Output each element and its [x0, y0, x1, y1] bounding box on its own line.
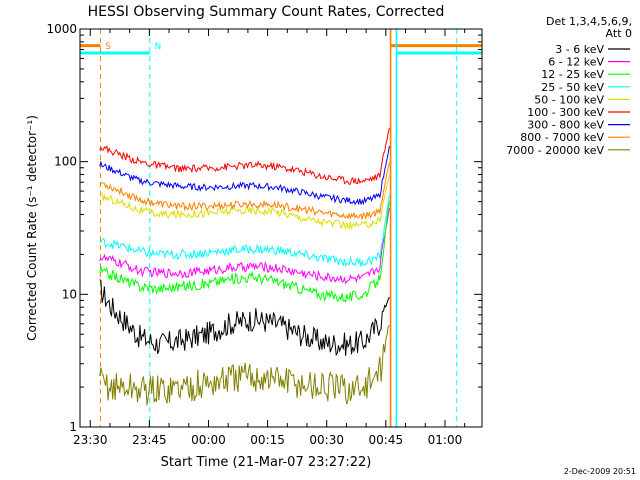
legend-entry-label: 50 - 100 keV [534, 93, 604, 106]
marker-annotation: N [154, 42, 161, 52]
x-tick-label: 00:00 [191, 433, 226, 447]
series-line [99, 325, 390, 406]
x-tick-label: 00:30 [309, 433, 344, 447]
x-axis-label: Start Time (21-Mar-07 23:27:22) [161, 455, 372, 470]
axes: 23:30 23:45 00:00 00:15 00:30 00:45 01:00 1 10 10… [46, 22, 482, 447]
legend-entry-label: 3 - 6 keV [555, 43, 604, 56]
series-line [99, 207, 390, 285]
series-line [99, 279, 390, 357]
y-tick-label: 1 [69, 420, 77, 434]
legend-entry-label: 100 - 300 keV [527, 106, 604, 119]
series-line [99, 145, 390, 206]
chart-title: HESSI Observing Summary Count Rates, Cor… [88, 4, 445, 20]
series-line [99, 194, 390, 267]
x-tick-label: 23:30 [73, 433, 108, 447]
legend-header-attenuator: Att 0 [606, 27, 632, 40]
legend-entry-label: 800 - 7000 keV [520, 131, 604, 144]
x-tick-label: 00:15 [250, 433, 285, 447]
series-line [99, 175, 390, 231]
y-tick-label: 1000 [46, 22, 77, 36]
legend-entry-label: 7000 - 20000 keV [506, 144, 604, 157]
plot-frame [79, 28, 483, 428]
marker-annotation: S [105, 42, 111, 52]
y-axis-label: Corrected Count Rate (s⁻¹ detector⁻¹) [25, 115, 39, 341]
y-tick-label: 10 [62, 287, 77, 301]
series-line [99, 162, 390, 220]
x-tick-label: 00:45 [369, 433, 404, 447]
series-line [99, 127, 390, 185]
x-tick-label: 01:00 [428, 433, 463, 447]
legend-entry-label: 300 - 800 keV [527, 119, 604, 132]
x-tick-label: 23:45 [132, 433, 167, 447]
legend-entry-label: 25 - 50 keV [541, 81, 604, 94]
legend-entry-label: 6 - 12 keV [548, 56, 604, 69]
legend-header-detectors: Det 1,3,4,5,6,9, [546, 15, 632, 28]
y-tick-label: 100 [54, 155, 77, 169]
series-line [99, 201, 390, 303]
footer-timestamp: 2-Dec-2009 20:51 [564, 467, 636, 476]
legend-entry-label: 12 - 25 keV [541, 68, 604, 81]
